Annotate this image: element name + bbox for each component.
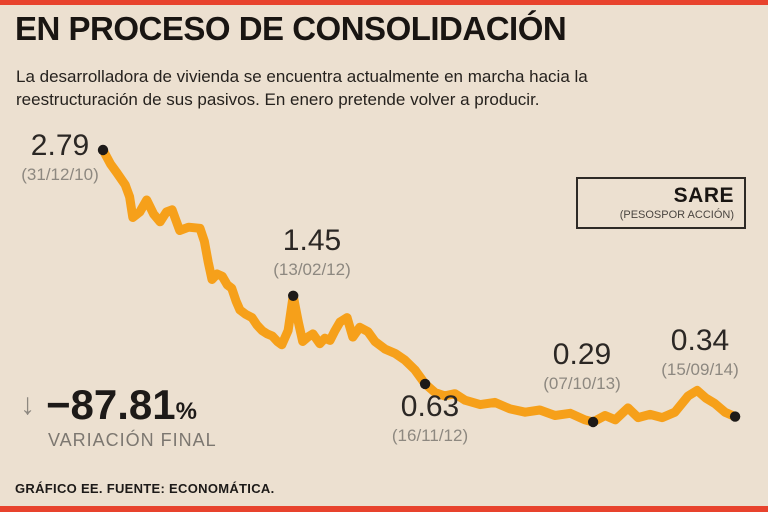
- variation-value: −87.81%: [46, 384, 197, 426]
- ticker-label: SARE: [673, 184, 734, 207]
- bottom-accent-bar: [0, 506, 768, 512]
- top-accent-bar: [0, 0, 768, 5]
- percent-sign: %: [175, 398, 197, 425]
- annotation-date: (15/09/14): [661, 360, 739, 379]
- annotation-value: 2.79: [30, 129, 90, 162]
- annotation-date: (13/02/12): [273, 260, 351, 279]
- legend-box: SARE (PESOSPOR ACCIÓN): [576, 177, 746, 229]
- chart-subtitle: La desarrolladora de vivienda se encuent…: [16, 67, 588, 109]
- data-point-marker: [288, 290, 299, 301]
- page-title: EN PROCESO DE CONSOLIDACIÓN: [15, 10, 567, 47]
- annotation-end: 0.34 (15/09/14): [648, 324, 752, 380]
- annotation-date: (16/11/12): [391, 426, 469, 445]
- data-point-marker: [587, 416, 599, 428]
- variation-number: −87.81: [46, 381, 176, 428]
- unit-label: (PESOSPOR ACCIÓN): [619, 209, 734, 221]
- variation-label: VARIACIÓN FINAL: [48, 430, 217, 450]
- annotation-start: 2.79 (31/12/10): [8, 129, 112, 185]
- annotation-value: 0.34: [670, 324, 730, 357]
- data-point-marker: [729, 411, 741, 422]
- annotation-peak-2012: 1.45 (13/02/12): [258, 224, 366, 280]
- annotation-low-2013: 0.29 (07/10/13): [528, 338, 636, 394]
- annotation-date: (07/10/13): [543, 374, 621, 393]
- annotation-value: 0.63: [400, 390, 460, 423]
- down-arrow-icon: ↓: [20, 388, 35, 421]
- annotation-value: 1.45: [282, 224, 342, 257]
- data-point-marker: [419, 378, 431, 390]
- footer-credit: GRÁFICO EE. FUENTE: ECONOMÁTICA.: [15, 481, 275, 496]
- annotation-nov-2012: 0.63 (16/11/12): [376, 390, 484, 446]
- annotation-date: (31/12/10): [21, 165, 99, 184]
- annotation-value: 0.29: [552, 338, 612, 371]
